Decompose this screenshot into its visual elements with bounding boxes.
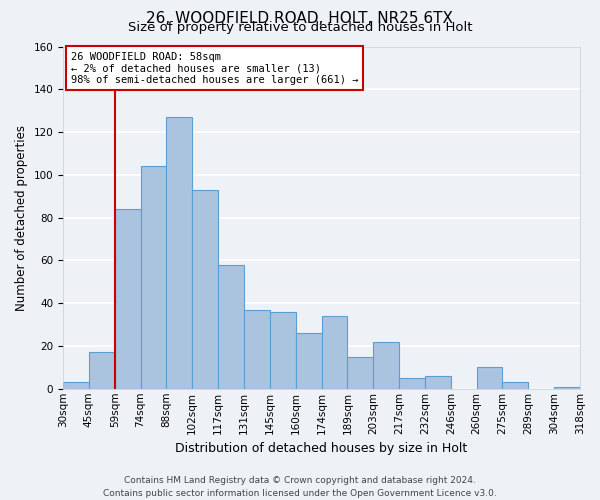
Text: 26, WOODFIELD ROAD, HOLT, NR25 6TX: 26, WOODFIELD ROAD, HOLT, NR25 6TX	[146, 11, 454, 26]
Bar	[425, 376, 451, 389]
Bar	[270, 312, 296, 389]
Bar	[89, 352, 115, 389]
Bar	[218, 264, 244, 389]
Bar	[347, 356, 373, 389]
Bar	[554, 386, 580, 389]
Bar	[115, 209, 140, 389]
Bar	[296, 333, 322, 389]
Text: Size of property relative to detached houses in Holt: Size of property relative to detached ho…	[128, 22, 472, 35]
Bar	[63, 382, 89, 389]
Bar	[192, 190, 218, 389]
Bar	[166, 117, 192, 389]
Text: Contains HM Land Registry data © Crown copyright and database right 2024.
Contai: Contains HM Land Registry data © Crown c…	[103, 476, 497, 498]
Bar	[322, 316, 347, 389]
Bar	[373, 342, 399, 389]
Bar	[399, 378, 425, 389]
X-axis label: Distribution of detached houses by size in Holt: Distribution of detached houses by size …	[175, 442, 467, 455]
Bar	[244, 310, 270, 389]
Text: 26 WOODFIELD ROAD: 58sqm
← 2% of detached houses are smaller (13)
98% of semi-de: 26 WOODFIELD ROAD: 58sqm ← 2% of detache…	[71, 52, 358, 85]
Bar	[476, 368, 502, 389]
Bar	[140, 166, 166, 389]
Y-axis label: Number of detached properties: Number of detached properties	[15, 124, 28, 310]
Bar	[502, 382, 529, 389]
